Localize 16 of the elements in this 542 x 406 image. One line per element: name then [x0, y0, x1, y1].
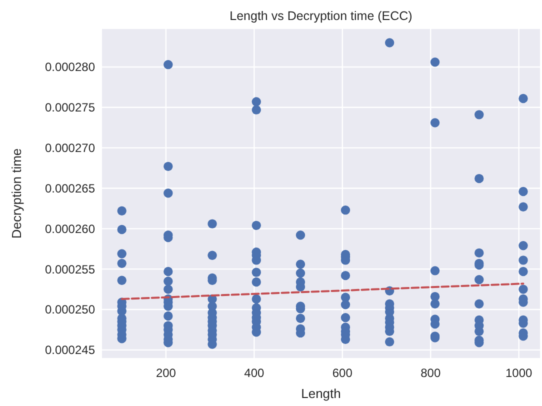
- x-tick-label: 200: [156, 366, 176, 380]
- y-tick-label: 0.000260: [44, 222, 96, 236]
- x-tick-label: 600: [332, 366, 353, 380]
- y-tick-label: 0.000270: [44, 141, 96, 156]
- x-tick-label: 1000: [505, 366, 532, 380]
- y-tick-label: 0.000245: [44, 343, 96, 358]
- y-tick-label: 0.000255: [44, 262, 96, 276]
- y-axis-title: Decryption time: [9, 148, 24, 239]
- x-tick-label: 400: [244, 366, 265, 380]
- x-tick-label: 800: [420, 366, 441, 380]
- y-tick-label: 0.000250: [44, 302, 96, 317]
- chart-title: Length vs Decryption time (ECC): [230, 9, 412, 23]
- y-tick-label: 0.000280: [44, 60, 96, 74]
- x-axis-title: Length: [301, 386, 341, 401]
- y-tick-label: 0.000265: [44, 181, 96, 196]
- y-tick-label: 0.000275: [44, 100, 96, 115]
